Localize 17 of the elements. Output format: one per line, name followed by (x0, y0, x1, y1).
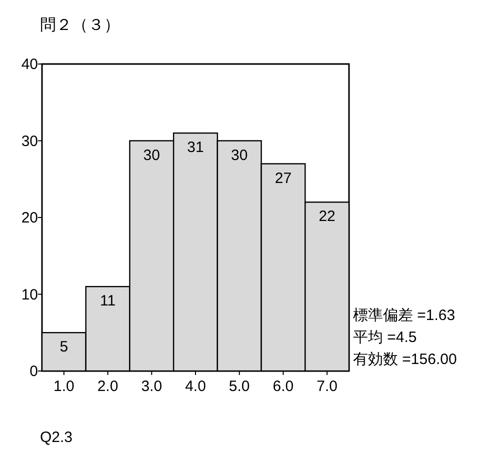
xtick: 5.0 (228, 378, 250, 395)
xtick: 6.0 (272, 378, 294, 395)
ytick: 30 (21, 132, 38, 150)
annotation: 標準偏差 =1.63 (353, 307, 456, 324)
ytick: 40 (21, 56, 38, 73)
ytick: 0 (30, 363, 38, 380)
ytick: 10 (21, 286, 38, 304)
xtick: 3.0 (141, 378, 162, 395)
annotation: 平均 =4.5 (353, 329, 417, 346)
annotation: Q2.3 (40, 429, 73, 446)
ytick: 20 (21, 210, 38, 226)
annotation: 有効数 =156.00 (353, 351, 457, 368)
title: 問２（３） (40, 17, 120, 34)
xtick: 1.0 (54, 378, 74, 395)
xtick: 7.0 (316, 378, 338, 395)
xtick: 2.0 (97, 378, 118, 395)
xtick: 4.0 (185, 378, 206, 395)
